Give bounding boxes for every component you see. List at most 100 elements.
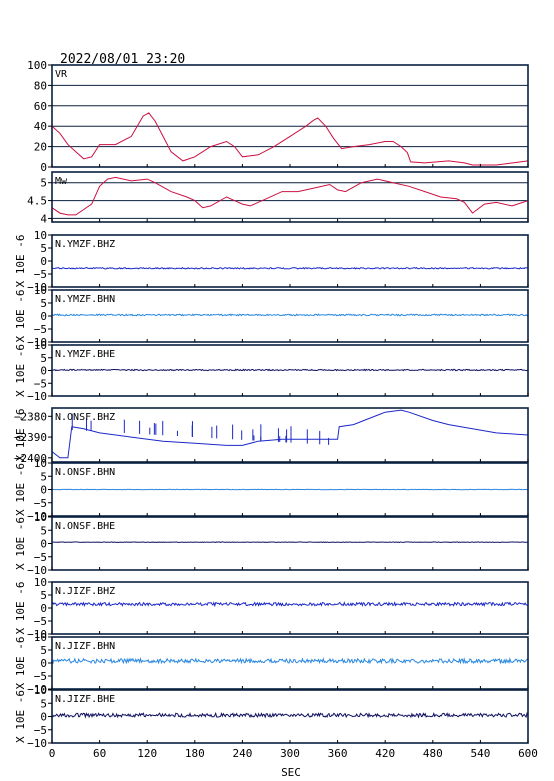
y-tick-label: 5 (40, 297, 47, 310)
y-unit-label: X 10E -6 (14, 409, 27, 462)
y-tick-label: 5 (40, 697, 47, 710)
y-tick-label: −10 (27, 390, 47, 403)
panel-label: N.YMZF.BHZ (55, 239, 115, 250)
panel-frame (51, 64, 529, 168)
series-line (51, 711, 529, 719)
y-tick-label: 5 (40, 242, 47, 255)
y-tick-label: −5 (34, 268, 47, 281)
y-tick-label: −10 (27, 737, 47, 750)
y-tick-label: 10 (34, 339, 47, 352)
series-line (52, 541, 529, 543)
panel-label: N.JIZF.BHE (55, 694, 115, 705)
x-tick-label: 540 (470, 747, 490, 760)
y-tick-label: −5 (34, 670, 47, 683)
y-tick-label: 10 (34, 576, 47, 589)
y-tick-label: −5 (34, 551, 47, 564)
x-tick-label: 240 (232, 747, 252, 760)
y-tick-label: 0 (40, 711, 47, 724)
y-tick-label: 0 (40, 538, 47, 551)
y-tick-label: 20 (34, 141, 47, 154)
y-tick-label: −5 (34, 724, 47, 737)
y-tick-label: −5 (34, 497, 47, 510)
y-tick-label: −10 (27, 510, 47, 523)
y-unit-label: X 10E -6 (14, 344, 27, 397)
y-tick-label: −5 (34, 377, 47, 390)
y-tick-label: −10 (27, 564, 47, 577)
y-tick-label: 0 (40, 365, 47, 378)
panel-frame (51, 516, 529, 571)
y-unit-label: X 10E -6 (14, 690, 27, 743)
y-tick-label: 0 (40, 602, 47, 615)
series-line (51, 112, 529, 166)
series-line (51, 409, 529, 459)
panel-frame (51, 234, 529, 288)
series-line (51, 266, 529, 270)
y-unit-label: X 10E -6 (14, 290, 27, 343)
y-tick-label: 5 (40, 177, 47, 190)
y-tick-label: 10 (34, 631, 47, 644)
series-line (51, 176, 529, 216)
x-axis-label: SEC (281, 766, 301, 779)
y-tick-label: 10 (34, 229, 47, 242)
x-tick-label: 420 (375, 747, 395, 760)
series-line (51, 601, 529, 608)
panel-frame (51, 407, 529, 463)
series-line (51, 656, 529, 665)
y-tick-label: 4 (40, 212, 47, 225)
y-tick-label: −2380 (14, 410, 47, 423)
panel-label: Mw (55, 176, 68, 187)
y-tick-label: 10 (34, 511, 47, 524)
x-tick-label: 300 (280, 747, 300, 760)
y-tick-label: 0 (40, 310, 47, 323)
y-tick-label: 10 (34, 684, 47, 697)
y-tick-label: −5 (34, 615, 47, 628)
series-line (51, 313, 529, 317)
y-unit-label: X 10E -6 (14, 517, 27, 570)
y-tick-label: 10 (34, 284, 47, 297)
y-tick-label: 0 (40, 255, 47, 268)
panel-label: N.ONSF.BHN (55, 467, 115, 478)
y-tick-label: 40 (34, 120, 47, 133)
x-tick-label: 60 (93, 747, 106, 760)
x-tick-label: 120 (137, 747, 157, 760)
y-unit-label: X 10E -6 (14, 235, 27, 288)
y-unit-label: X 10E -6 (14, 463, 27, 516)
y-tick-label: 100 (27, 59, 47, 72)
y-tick-label: 5 (40, 352, 47, 365)
header-timestamp: 2022/08/01 23:20 (60, 52, 185, 67)
y-tick-label: 0 (40, 484, 47, 497)
panel-label: N.ONSF.BHE (55, 521, 115, 532)
y-tick-label: 10 (34, 457, 47, 470)
x-tick-label: 360 (328, 747, 348, 760)
y-tick-label: 0 (40, 657, 47, 670)
y-tick-label: −10 (27, 628, 47, 641)
y-tick-label: −5 (34, 323, 47, 336)
y-tick-label: −2400 (14, 452, 47, 465)
x-tick-label: 480 (423, 747, 443, 760)
panel-label: VR (55, 69, 68, 80)
y-tick-label: −10 (27, 336, 47, 349)
x-tick-label: 0 (49, 747, 56, 760)
y-tick-label: 5 (40, 644, 47, 657)
y-tick-label: 0 (40, 161, 47, 174)
series-line (51, 368, 529, 372)
y-tick-label: −2390 (14, 431, 47, 444)
panel-label: N.YMZF.BHN (55, 294, 115, 305)
x-tick-label: 180 (185, 747, 205, 760)
y-tick-label: 4.5 (27, 195, 47, 208)
y-tick-label: −10 (27, 281, 47, 294)
panel-frame (51, 581, 529, 635)
x-tick-label: 600 (518, 747, 538, 760)
panel-label: N.ONSF.BHZ (55, 412, 115, 423)
y-tick-label: 5 (40, 589, 47, 602)
y-tick-label: 5 (40, 470, 47, 483)
y-tick-label: 80 (34, 79, 47, 92)
y-tick-label: 60 (34, 100, 47, 113)
y-tick-label: −10 (27, 683, 47, 696)
y-unit-label: X 10E -6 (14, 582, 27, 635)
y-tick-label: 5 (40, 524, 47, 537)
panel-label: N.YMZF.BHE (55, 349, 115, 360)
y-unit-label: X 10E -6 (14, 637, 27, 690)
